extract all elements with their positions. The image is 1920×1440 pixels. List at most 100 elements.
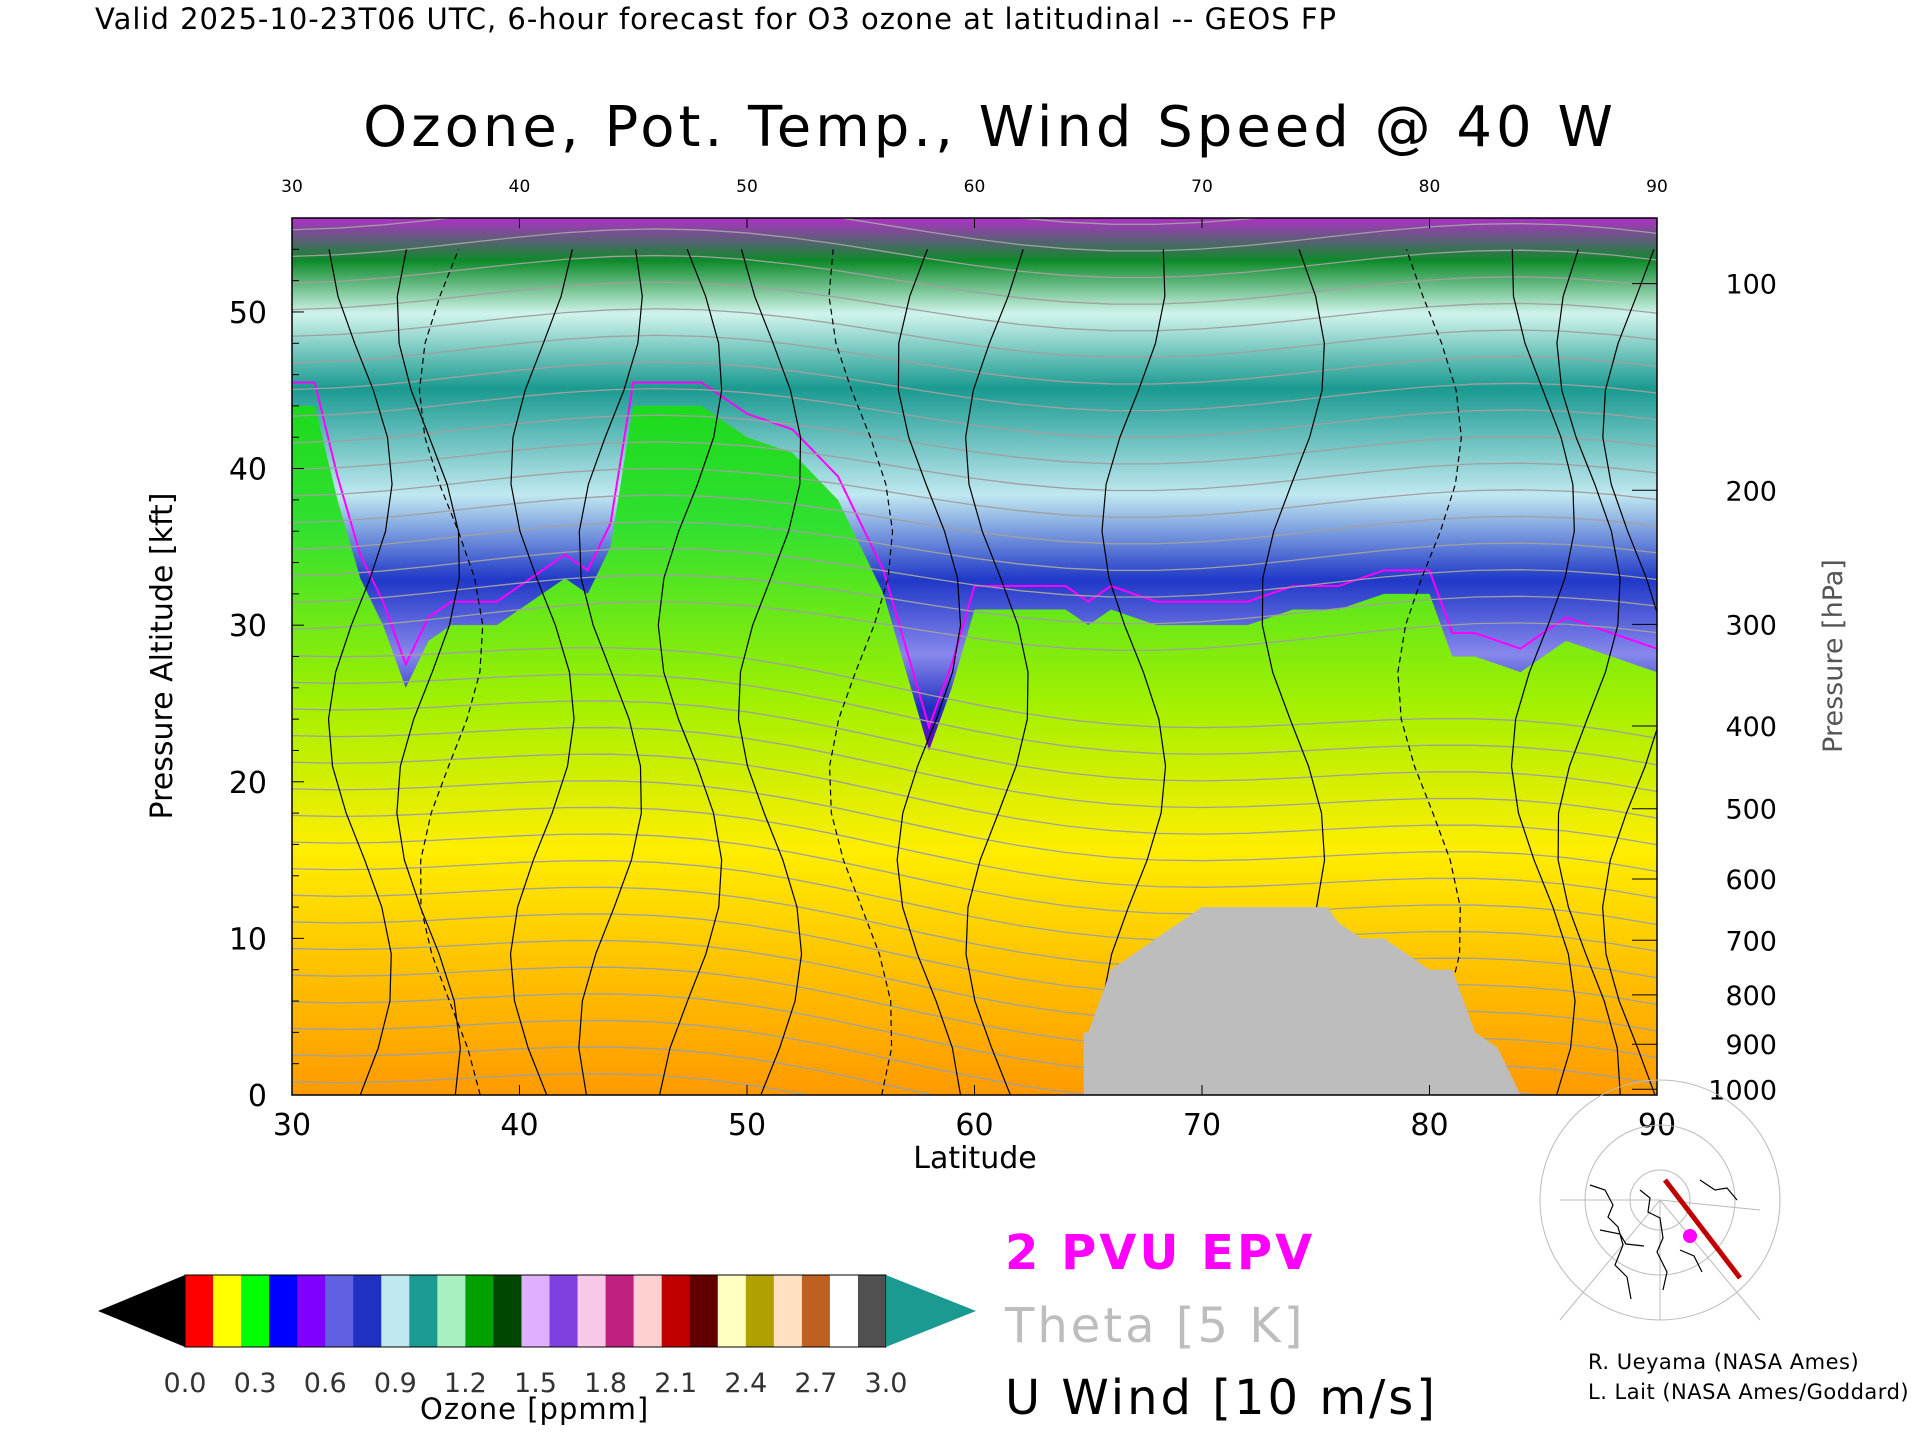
colorbar-cell: [661, 1275, 691, 1347]
location-marker: [1683, 1229, 1697, 1243]
wind-contour: [327, 249, 393, 1095]
cross-section-track: [1663, 1178, 1742, 1280]
pressure-tick-label: 200: [1725, 476, 1777, 507]
colorbar-cell: [577, 1275, 607, 1347]
inset-map: [1539, 1079, 1781, 1321]
colorbar-cell: [213, 1275, 242, 1347]
colorbar-tick-label: 1.2: [444, 1368, 487, 1399]
wind-contour: [396, 249, 461, 1095]
wind-contour: [896, 249, 962, 1095]
pressure-tick-label: 800: [1725, 981, 1777, 1012]
theta-contour: [292, 1073, 811, 1095]
colorbar-cell: [745, 1275, 775, 1347]
colorbar-tick-label: 0.0: [164, 1368, 207, 1399]
y-tick-label: 10: [229, 922, 267, 957]
x-axis-bottom: 30 40 50 60 70 80 90: [273, 1085, 1676, 1143]
colorbar-low-arrow: [98, 1275, 185, 1347]
credit-line-2: L. Lait (NASA Ames/Goddard): [1588, 1380, 1910, 1404]
colorbar-tick-label: 0.9: [374, 1368, 417, 1399]
wind-contour: [509, 249, 575, 1095]
colorbar-tick-label: 2.7: [794, 1368, 837, 1399]
theta-contour: [292, 361, 1657, 412]
theta-contour: [292, 574, 1657, 625]
x-top-tick-label: 90: [1646, 177, 1668, 197]
theta-contour: [292, 547, 1657, 598]
pressure-tick-label: 100: [1725, 270, 1777, 301]
wind-contour: [418, 249, 484, 1095]
x-tick-label: 30: [273, 1108, 311, 1143]
theta-contour: [292, 334, 1657, 385]
x-tick-label: 60: [955, 1108, 993, 1143]
theta-contour: [292, 441, 1657, 492]
colorbar-cell: [857, 1275, 887, 1347]
theta-contour: [292, 806, 1657, 899]
colorbar-tick-label: 2.1: [654, 1368, 697, 1399]
wind-contour: [657, 249, 723, 1095]
x-tick-label: 50: [728, 1108, 766, 1143]
wind-contour: [1556, 249, 1621, 1095]
colorbar-cell: [269, 1275, 298, 1347]
wind-contour: [965, 249, 1029, 1095]
y-tick-label: 0: [248, 1079, 267, 1114]
x-top-tick-label: 70: [1191, 177, 1213, 197]
colorbar-cell: [297, 1275, 326, 1347]
colorbar-tick-label: 2.4: [724, 1368, 767, 1399]
theta-contour: [292, 700, 1657, 793]
x-top-tick-label: 30: [281, 177, 303, 197]
x-tick-label: 80: [1410, 1108, 1448, 1143]
y-tick-label: 50: [229, 296, 267, 331]
theta-contour: [292, 308, 1657, 359]
wind-contour: [1510, 249, 1576, 1095]
colorbar-cell: [437, 1275, 466, 1347]
colorbar-cell: [521, 1275, 551, 1347]
y-tick-label: 40: [229, 453, 267, 488]
y-axis-left: 0 10 20 30 40 50: [229, 248, 304, 1114]
theta-contour: [292, 886, 1657, 979]
y-axis-right: 100 200 300 400 500 600 700 800 900 1000: [1632, 270, 1777, 1106]
pressure-tick-label: 300: [1725, 610, 1777, 641]
theta-contour: [292, 860, 1657, 952]
theta-contour: [292, 726, 1657, 819]
colorbar-cell: [633, 1275, 663, 1347]
colorbar-cell: [185, 1275, 214, 1347]
pressure-tick-label: 500: [1725, 795, 1777, 826]
colorbar-cell: [549, 1275, 579, 1347]
wind-contour: [1101, 249, 1167, 1095]
stratosphere-fill: [292, 218, 1657, 751]
x-axis-top: 30 40 50 60 70 80 90: [281, 177, 1668, 228]
ozone-colorbar: 0.0 0.3 0.6 0.9 1.2 1.5 1.8 2.1 2.4 2.7 3.0: [98, 1274, 976, 1399]
wind-contour: [1602, 249, 1657, 1095]
theta-contour: [292, 494, 1657, 545]
chart-title: Ozone, Pot. Temp., Wind Speed @ 40 W: [363, 95, 1617, 160]
wind-contour: [578, 249, 643, 1095]
legend-theta: Theta [5 K]: [1005, 1298, 1306, 1354]
x-tick-label: 40: [500, 1108, 538, 1143]
colorbar-tick-label: 0.3: [234, 1368, 277, 1399]
ozone-field: [292, 218, 1657, 1095]
colorbar-cell: [465, 1275, 494, 1347]
y-tick-label: 20: [229, 766, 267, 801]
colorbar-cell: [493, 1275, 522, 1347]
y-tick-label: 30: [229, 609, 267, 644]
colorbar-tick-label: 1.8: [584, 1368, 627, 1399]
colorbar-tick-label: 3.0: [865, 1368, 908, 1399]
wind-contour: [828, 249, 894, 1095]
theta-contour: [292, 753, 1657, 846]
theta-contour: [292, 281, 1657, 332]
theta-contour: [292, 833, 1657, 926]
theta-contour: [292, 254, 1657, 305]
wind-contour: [1397, 249, 1462, 1095]
legend-epv: 2 PVU EPV: [1005, 1225, 1316, 1281]
colorbar-cell: [801, 1275, 831, 1347]
colorbar-tick-label: 0.6: [304, 1368, 347, 1399]
terrain-mask: [1083, 907, 1521, 1095]
colorbar-label: Ozone [ppmm]: [420, 1392, 650, 1426]
colorbar-tick-label: 1.5: [514, 1368, 557, 1399]
colorbar-cell: [409, 1275, 438, 1347]
x-top-tick-label: 50: [736, 177, 758, 197]
theta-contour: [292, 1046, 937, 1095]
wind-contour: [737, 249, 803, 1095]
y2-axis-label: Pressure [hPa]: [1818, 559, 1849, 753]
x-tick-label: 70: [1183, 1108, 1221, 1143]
colorbar-cell: [829, 1275, 859, 1347]
